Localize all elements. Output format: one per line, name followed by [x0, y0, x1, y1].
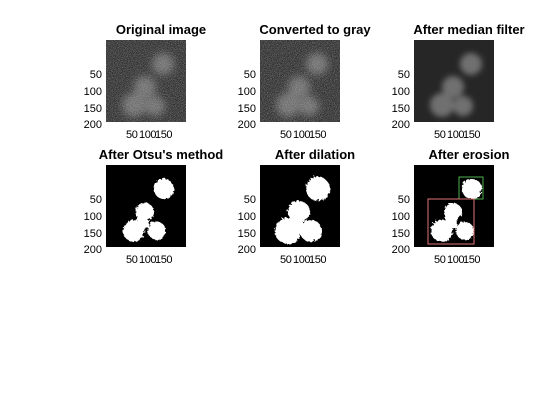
y-tick-label: 50: [243, 69, 256, 81]
x-tick-label: 100: [447, 254, 465, 266]
y-tick-label: 150: [237, 228, 256, 240]
x-tick-label: 150: [309, 254, 327, 266]
subplot-otsu: After Otsu's method 50 100 150 200 50 100 150: [84, 148, 224, 267]
y-tick-label: 100: [83, 211, 102, 223]
subplot-title: After dilation: [274, 147, 356, 162]
x-tick-label: 100: [139, 254, 157, 266]
y-tick-label: 100: [391, 211, 410, 223]
y-tick-label: 150: [391, 228, 410, 240]
image-axes: [414, 40, 494, 122]
x-tick-label: 50: [280, 254, 292, 266]
subplot-title: After erosion: [428, 147, 510, 162]
y-tick-label: 200: [391, 119, 410, 131]
subplot-gray: Converted to gray 50 100 150 200 50 100 150: [238, 23, 371, 142]
y-tick-label: 150: [83, 228, 102, 240]
y-tick-label: 150: [83, 103, 102, 115]
y-tick-label: 50: [89, 194, 102, 206]
image-axes: [260, 40, 340, 122]
x-tick-label: 150: [155, 129, 173, 141]
subplot-title: Original image: [115, 22, 207, 37]
image-dilation: [260, 165, 340, 247]
y-tick-label: 50: [397, 69, 410, 81]
x-tick-label: 150: [463, 129, 481, 141]
x-tick-label: 50: [434, 129, 446, 141]
x-tick-label: 150: [309, 129, 327, 141]
y-tick-label: 50: [89, 69, 102, 81]
x-tick-label: 50: [280, 129, 292, 141]
x-tick-label: 100: [293, 129, 311, 141]
x-tick-label: 150: [155, 254, 173, 266]
y-tick-label: 200: [237, 244, 256, 256]
subplot-dilation: After dilation 50 100 150 200 50 100 150: [238, 148, 370, 267]
image-erosion: [414, 165, 494, 247]
subplot-title: After Otsu's method: [98, 147, 224, 162]
y-tick-label: 100: [391, 86, 410, 98]
x-tick-label: 100: [139, 129, 157, 141]
subplot-title: After median filter: [413, 22, 525, 37]
image-original: [106, 40, 186, 122]
x-tick-label: 50: [126, 254, 138, 266]
image-axes: [106, 40, 186, 122]
subplot-median: After median filter 50 100 150 200 50 100 150: [392, 23, 525, 142]
y-tick-label: 200: [83, 244, 102, 256]
y-tick-label: 150: [237, 103, 256, 115]
subplot-erosion: After erosion 50 100 150 200 50 100 150: [392, 148, 524, 267]
x-tick-label: 50: [434, 254, 446, 266]
image-otsu: [106, 165, 186, 247]
image-axes: [260, 165, 340, 247]
y-tick-label: 200: [83, 119, 102, 131]
x-tick-label: 150: [463, 254, 481, 266]
y-tick-label: 50: [243, 194, 256, 206]
subplot-original: Original image 50 100 150 200 50 100 150: [84, 23, 216, 142]
image-gray: [260, 40, 340, 122]
subplot-title: Converted to gray: [259, 22, 371, 37]
y-tick-label: 200: [391, 244, 410, 256]
x-tick-label: 100: [447, 129, 465, 141]
y-tick-label: 100: [237, 86, 256, 98]
x-tick-label: 50: [126, 129, 138, 141]
y-tick-label: 100: [83, 86, 102, 98]
image-axes: [106, 165, 186, 247]
y-tick-label: 200: [237, 119, 256, 131]
image-axes: [414, 165, 494, 247]
y-tick-label: 100: [237, 211, 256, 223]
x-tick-label: 100: [293, 254, 311, 266]
y-tick-label: 150: [391, 103, 410, 115]
image-median: [414, 40, 494, 122]
y-tick-label: 50: [397, 194, 410, 206]
